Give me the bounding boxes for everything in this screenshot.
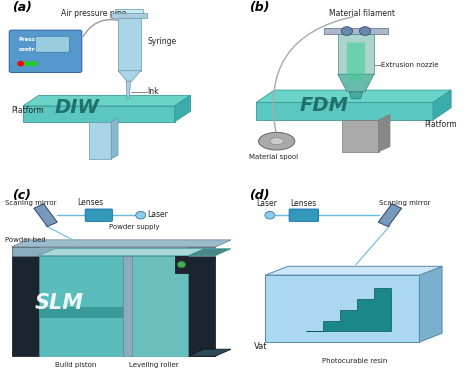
FancyBboxPatch shape xyxy=(289,209,319,221)
Polygon shape xyxy=(39,307,125,318)
Polygon shape xyxy=(111,118,118,159)
Circle shape xyxy=(177,261,185,268)
Text: FDM: FDM xyxy=(299,96,348,115)
Text: Powder bed: Powder bed xyxy=(5,237,46,243)
Polygon shape xyxy=(34,204,57,227)
Text: Air pressure pipe: Air pressure pipe xyxy=(62,9,127,18)
Polygon shape xyxy=(265,266,442,275)
Polygon shape xyxy=(126,81,130,99)
Text: Scaning mirror: Scaning mirror xyxy=(5,200,56,206)
Text: Syringe: Syringe xyxy=(147,37,177,46)
Text: DIW: DIW xyxy=(55,98,100,117)
Polygon shape xyxy=(188,349,231,356)
Polygon shape xyxy=(256,102,433,120)
Polygon shape xyxy=(11,247,39,356)
Polygon shape xyxy=(89,122,111,159)
Polygon shape xyxy=(338,74,374,92)
Text: Material filament: Material filament xyxy=(329,9,395,18)
Circle shape xyxy=(265,211,275,219)
Polygon shape xyxy=(338,34,374,74)
Text: Leveling roller: Leveling roller xyxy=(129,362,179,368)
Text: Laser: Laser xyxy=(256,199,277,208)
Polygon shape xyxy=(23,106,175,122)
Text: Pressure: Pressure xyxy=(18,37,46,42)
Text: Scaning mirror: Scaning mirror xyxy=(379,200,430,206)
Polygon shape xyxy=(175,256,188,273)
Text: Vat: Vat xyxy=(254,342,267,351)
Polygon shape xyxy=(433,90,451,120)
Text: controller: controller xyxy=(18,47,49,52)
Ellipse shape xyxy=(258,132,295,150)
FancyBboxPatch shape xyxy=(36,36,69,52)
Polygon shape xyxy=(118,16,141,71)
Polygon shape xyxy=(188,249,231,256)
Circle shape xyxy=(31,62,37,66)
Polygon shape xyxy=(123,256,132,356)
Polygon shape xyxy=(129,256,188,356)
Polygon shape xyxy=(39,249,204,256)
Polygon shape xyxy=(188,247,216,356)
Polygon shape xyxy=(175,95,191,122)
Circle shape xyxy=(341,27,353,36)
FancyBboxPatch shape xyxy=(85,209,112,221)
Text: SLM: SLM xyxy=(34,292,83,313)
Polygon shape xyxy=(349,92,363,99)
Polygon shape xyxy=(23,95,191,106)
Text: Build piston: Build piston xyxy=(55,362,96,368)
Text: Lenses: Lenses xyxy=(290,199,317,208)
Text: Extrusion nozzle: Extrusion nozzle xyxy=(381,62,438,68)
Text: Powder supply: Powder supply xyxy=(109,224,160,230)
Polygon shape xyxy=(419,266,442,342)
Polygon shape xyxy=(306,288,391,331)
Ellipse shape xyxy=(270,138,283,145)
Text: (b): (b) xyxy=(249,1,270,14)
Polygon shape xyxy=(111,13,147,18)
Text: Platform: Platform xyxy=(11,106,44,115)
FancyBboxPatch shape xyxy=(9,30,82,73)
Polygon shape xyxy=(347,43,365,83)
Polygon shape xyxy=(342,120,379,152)
Text: (d): (d) xyxy=(249,189,270,202)
Text: Ink: Ink xyxy=(147,87,159,96)
Polygon shape xyxy=(116,9,143,16)
Text: Material spool: Material spool xyxy=(249,154,299,160)
Text: (a): (a) xyxy=(11,1,31,14)
Text: Photocurable resin: Photocurable resin xyxy=(322,358,387,364)
Circle shape xyxy=(18,62,23,66)
Polygon shape xyxy=(118,71,141,81)
Polygon shape xyxy=(378,204,401,227)
Circle shape xyxy=(136,211,146,219)
Polygon shape xyxy=(39,256,125,356)
Text: Lenses: Lenses xyxy=(77,197,103,206)
Polygon shape xyxy=(256,90,451,102)
Polygon shape xyxy=(379,115,390,152)
Polygon shape xyxy=(11,247,216,256)
Polygon shape xyxy=(324,28,388,34)
Text: (c): (c) xyxy=(11,189,30,202)
Circle shape xyxy=(25,62,30,66)
Polygon shape xyxy=(265,275,419,342)
Text: Laser: Laser xyxy=(147,210,168,219)
Text: Platform: Platform xyxy=(424,120,456,129)
Circle shape xyxy=(359,27,371,36)
Polygon shape xyxy=(11,240,231,247)
